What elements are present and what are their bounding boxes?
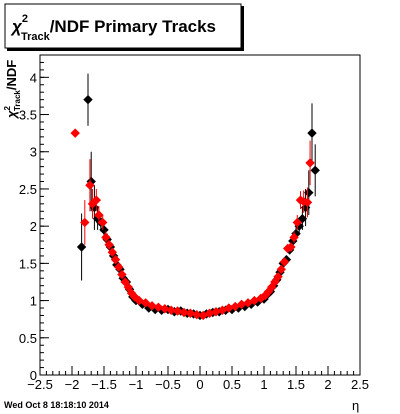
data-point: [273, 272, 283, 282]
data-point: [310, 165, 320, 176]
y-tick-label: 3.5: [19, 108, 37, 123]
title-box: χ2 Track/NDF Primary Tracks: [4, 3, 244, 51]
svg-text:χ2Track/NDF: χ2Track/NDF: [3, 60, 22, 120]
x-axis: −2.5 −2 −1.5 −1 −0.5 0 0.5 1 1.5 2 2.5: [27, 366, 369, 392]
data-point: [172, 306, 183, 316]
data-point: [304, 187, 314, 198]
data-point: [292, 217, 302, 228]
data-point: [98, 217, 108, 228]
ylabel-chi: χ: [4, 110, 19, 120]
timestamp: Wed Oct 8 18:18:10 2014: [4, 400, 109, 410]
title-superscript: 2: [22, 13, 28, 25]
x-tick-label: 2.5: [351, 377, 369, 392]
x-tick-label: 1.5: [287, 377, 305, 392]
data-point: [123, 282, 134, 292]
x-tick-label: 2: [324, 377, 331, 392]
data-point: [276, 264, 286, 275]
data-point: [76, 242, 87, 252]
y-tick-label: 0.5: [19, 331, 37, 346]
data-point: [70, 128, 80, 138]
x-tick-label: −2: [65, 377, 80, 392]
y-tick-label: 1: [30, 294, 37, 309]
x-axis-label: η: [352, 398, 359, 413]
x-tick-label: −2.5: [27, 377, 53, 392]
data-point: [104, 240, 114, 250]
x-tick-label: −1: [129, 377, 144, 392]
data-point: [147, 301, 157, 311]
data-point: [107, 247, 118, 257]
data-point: [192, 310, 202, 320]
data-point: [286, 242, 296, 252]
data-point: [160, 304, 170, 314]
data-point: [297, 214, 308, 224]
data-point: [94, 210, 104, 220]
x-tick-label: −1.5: [91, 377, 117, 392]
data-point: [305, 158, 315, 168]
data-point: [114, 262, 124, 272]
y-tick-label: 2: [30, 219, 37, 234]
chart-title: χ2 Track/NDF Primary Tracks: [10, 13, 216, 43]
y-tick-label: 1.5: [19, 256, 37, 271]
data-point: [80, 217, 90, 228]
title-rest: /NDF Primary Tracks: [50, 17, 216, 36]
ylabel-superscript: 2: [3, 105, 12, 110]
data-point: [185, 308, 196, 318]
data-point: [166, 305, 176, 315]
data-point: [117, 269, 127, 280]
data-point: [140, 298, 151, 308]
title-subscript: Track: [21, 31, 51, 43]
y-tick-label: 3: [30, 145, 37, 160]
y-tick-label: 2.5: [19, 182, 37, 197]
data-point: [179, 307, 189, 318]
data-point: [85, 180, 95, 190]
data-point: [279, 257, 290, 267]
data-point: [101, 232, 111, 243]
y-tick-label: 0: [30, 368, 37, 383]
y-axis-label: χ2Track/NDF: [3, 60, 22, 120]
series-1: [70, 128, 315, 321]
data-point: [289, 232, 299, 243]
data-point: [307, 128, 317, 138]
data-point: [153, 302, 164, 312]
x-tick-label: 0.5: [223, 377, 241, 392]
y-tick-label: 4: [30, 70, 37, 85]
x-tick-label: 0: [196, 377, 203, 392]
title-chi: χ: [10, 17, 23, 36]
data-point: [91, 195, 102, 205]
y-axis: 0 0.5 1 1.5 2 2.5 3 3.5 4: [19, 54, 49, 383]
data-point: [110, 254, 121, 265]
ylabel-subscript: Track: [13, 90, 22, 111]
series-0: [76, 73, 320, 321]
x-tick-label: −0.5: [155, 377, 181, 392]
ylabel-rest: /NDF: [4, 60, 19, 90]
x-tick-label: 1: [260, 377, 267, 392]
data-point: [83, 94, 93, 105]
series-layer: [70, 73, 320, 321]
data-point: [302, 197, 313, 208]
